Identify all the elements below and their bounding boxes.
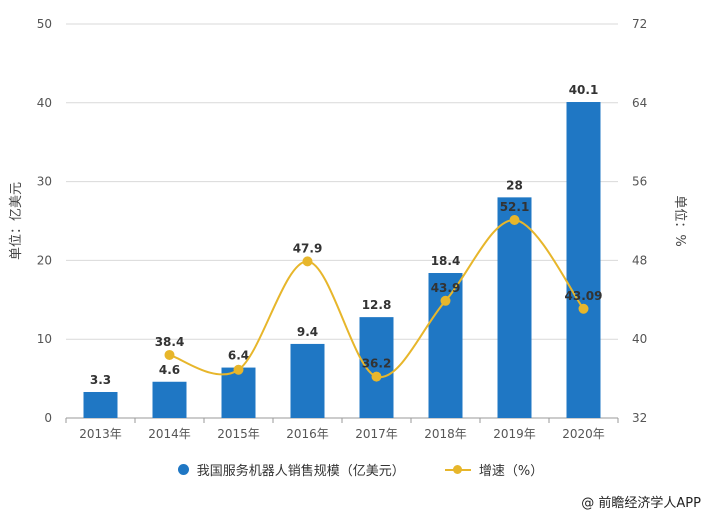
legend-bar-label: 我国服务机器人销售规模（亿美元） bbox=[196, 464, 405, 479]
growth-value-label: 36.2 bbox=[362, 357, 392, 371]
x-tick-label: 2016年 bbox=[286, 427, 329, 441]
growth-value-label: 47.9 bbox=[293, 241, 323, 255]
bar bbox=[290, 343, 325, 418]
legend-item-growth[interactable]: 增速（%） bbox=[444, 460, 544, 479]
bar bbox=[566, 102, 601, 419]
y2-tick-label: 48 bbox=[632, 253, 647, 267]
x-tick-label: 2014年 bbox=[148, 427, 191, 441]
legend: 我国服务机器人销售规模（亿美元） 增速（%） bbox=[0, 460, 721, 479]
legend-bar-marker bbox=[177, 464, 189, 475]
growth-point bbox=[440, 295, 451, 306]
x-tick-label: 2018年 bbox=[424, 427, 467, 441]
growth-value-label: 43.09 bbox=[565, 289, 603, 303]
x-tick-label: 2019年 bbox=[493, 427, 536, 441]
legend-line-marker bbox=[444, 464, 471, 475]
growth-point bbox=[371, 371, 382, 382]
x-tick-label: 2020年 bbox=[562, 427, 605, 441]
y-tick-label: 10 bbox=[37, 332, 52, 346]
y-tick-label: 40 bbox=[37, 96, 52, 110]
y-tick-label: 0 bbox=[44, 411, 52, 425]
bar-value-label: 40.1 bbox=[569, 83, 599, 97]
legend-item-sales[interactable]: 我国服务机器人销售规模（亿美元） bbox=[177, 460, 405, 479]
bar-value-label: 4.6 bbox=[159, 363, 180, 377]
bar-value-label: 6.4 bbox=[228, 349, 249, 363]
bar-value-label: 18.4 bbox=[431, 254, 461, 268]
y2-tick-label: 40 bbox=[632, 332, 647, 346]
y2-tick-label: 64 bbox=[632, 96, 647, 110]
legend-line-label: 增速（%） bbox=[478, 464, 544, 479]
y2-axis-title: 单位：% bbox=[672, 195, 687, 246]
bar-value-label: 12.8 bbox=[362, 298, 392, 312]
x-tick-label: 2015年 bbox=[217, 427, 260, 441]
bar-value-label: 28 bbox=[506, 178, 523, 192]
bar bbox=[221, 367, 256, 418]
growth-point bbox=[578, 303, 589, 314]
growth-point bbox=[509, 215, 520, 226]
bar-value-label: 3.3 bbox=[90, 373, 111, 387]
growth-point bbox=[233, 364, 244, 375]
bar bbox=[152, 381, 187, 418]
x-tick-label: 2017年 bbox=[355, 427, 398, 441]
y2-tick-label: 32 bbox=[632, 411, 647, 425]
bar-value-label: 9.4 bbox=[297, 325, 318, 339]
growth-value-label: 52.1 bbox=[500, 200, 530, 214]
growth-point bbox=[164, 349, 175, 360]
growth-point bbox=[302, 256, 313, 267]
y-tick-label: 30 bbox=[37, 175, 52, 189]
growth-value-label: 38.4 bbox=[155, 335, 185, 349]
y-axis-title: 单位：亿美元 bbox=[9, 182, 24, 260]
source-credit: @ 前瞻经济学人APP bbox=[581, 496, 701, 511]
bar bbox=[497, 197, 532, 418]
x-tick-label: 2013年 bbox=[79, 427, 122, 441]
y2-tick-label: 56 bbox=[632, 175, 647, 189]
bar bbox=[83, 391, 118, 418]
growth-value-label: 43.9 bbox=[431, 281, 461, 295]
y-tick-label: 50 bbox=[37, 17, 52, 31]
y-tick-label: 20 bbox=[37, 253, 52, 267]
y2-tick-label: 72 bbox=[632, 17, 647, 31]
